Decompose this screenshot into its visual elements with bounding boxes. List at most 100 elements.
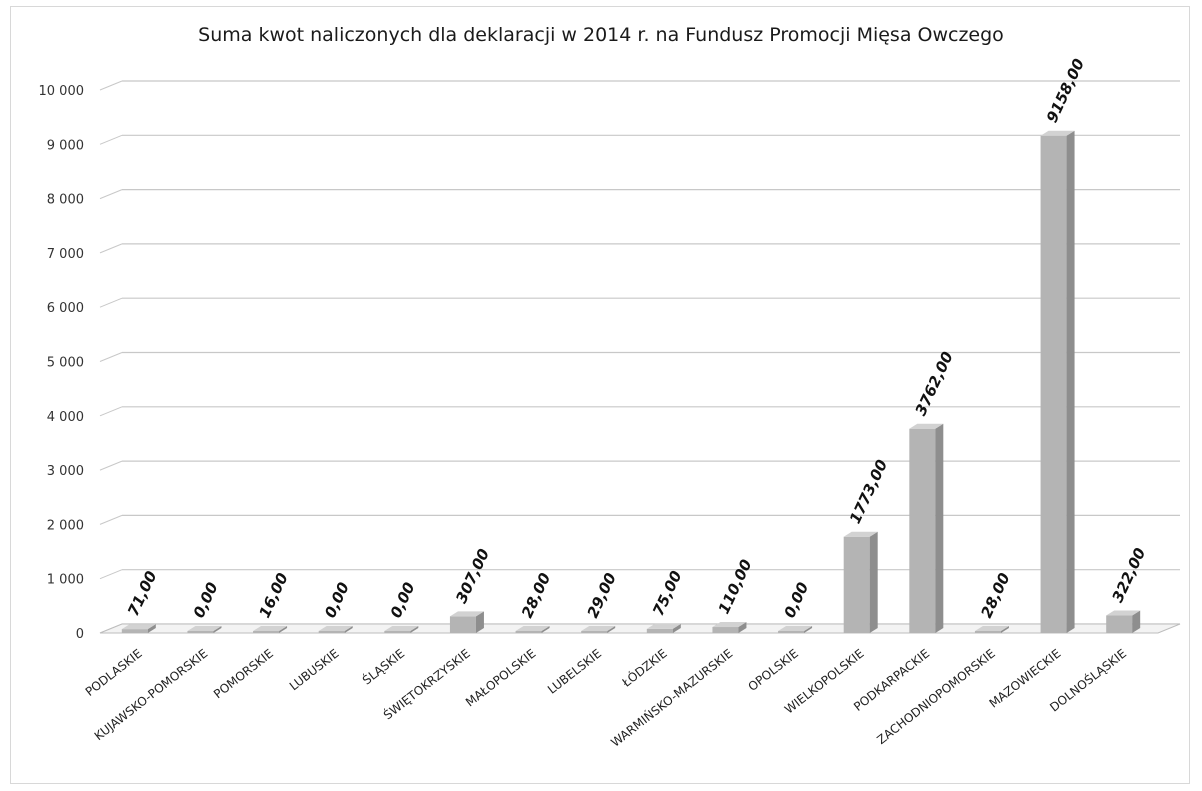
bar-top [1040,130,1075,136]
data-label: 307,00 [452,546,493,606]
grid-line-diag [99,80,123,91]
grid-line-diag [99,569,123,580]
bar-side [738,622,747,633]
bar-front [187,631,214,633]
y-tick-label: 3 000 [47,464,84,479]
bar-side [1000,626,1009,633]
bar-dolnoslaskie [1106,610,1141,633]
data-label: 110,00 [715,557,756,617]
x-tick-label: WARMIŃSKO-MAZURSKIE [608,646,735,750]
x-tick-label: ZACHODNIOPOMORSKIE [874,646,997,747]
bar-side [804,626,813,633]
bar-top [646,623,681,629]
bar-top [581,626,616,631]
chart-title: Suma kwot naliczonych dla deklaracji w 2… [198,24,1004,46]
bar-side [279,626,288,633]
bar-side [344,626,353,633]
bar-top [712,622,747,628]
bar-side [672,623,681,633]
bar-side [935,423,944,633]
bar-top [974,626,1009,631]
bar-top [318,626,353,631]
bar-lubuskie [318,626,353,633]
grid-line-diag [99,297,123,308]
bar-malopolskie [515,626,550,633]
bar-top [515,626,550,631]
y-tick-label: 4 000 [47,410,84,425]
bar-front [318,631,345,633]
x-tick-label: PODLASKIE [83,646,145,699]
grid-line-diag [99,406,123,417]
bar-front [449,616,476,633]
x-tick-label: POMORSKIE [211,646,276,701]
bar-front [1040,135,1067,634]
y-tick-label: 1 000 [47,573,84,588]
x-tick-label: LUBELSKIE [545,646,604,696]
bars [121,130,1141,634]
bar-front [712,627,739,633]
bar-side [541,626,550,633]
bar-front [646,628,673,633]
grid-line-diag [99,460,123,471]
bar-side [475,611,484,633]
bar-lodzkie [646,623,681,633]
x-tick-label: KUJAWSKO-POMORSKIE [92,646,211,743]
grid-line-diag [99,189,123,200]
bar-slaskie [384,626,419,633]
bar-front [909,428,936,633]
bar-kujawsko-pomorskie [187,626,222,633]
bar-side [607,626,616,633]
data-label: 28,00 [518,570,554,621]
bar-pomorskie [253,626,288,633]
y-axis-ticks: 0 1 000 2 000 3 000 4 000 5 000 6 000 7 000 8 00… [39,84,85,642]
chart-frame [10,6,1190,784]
data-label: 0,00 [780,580,812,621]
bar-front [581,631,608,633]
bar-front [778,631,805,633]
bar-front [515,631,542,633]
data-label: 9158,00 [1043,56,1088,126]
x-tick-label: LUBUSKIE [287,646,342,693]
x-tick-label: ŚLĄSKIE [359,646,407,688]
bar-mazowieckie [1040,130,1075,634]
grid-line-diag [99,352,123,362]
bar-top [843,531,878,537]
bar-side [410,626,419,633]
x-tick-label: ŁÓDZKIE [618,646,670,691]
grid-line-diag [99,243,123,254]
bar-lubelskie [581,626,616,633]
bar-side [869,531,878,633]
bar-top [253,626,288,631]
bar-front [1106,615,1133,633]
y-tick-label: 5 000 [47,356,84,371]
x-tick-label: MAŁOPOLSKIE [463,646,538,709]
bar-top [778,626,813,631]
bar-top [449,611,484,617]
y-tick-label: 7 000 [47,247,84,262]
bar-side [1132,610,1141,633]
y-tick-label: 0 [76,627,84,642]
bar-swietokrzyskie [449,611,484,633]
y-tick-label: 6 000 [47,301,84,316]
data-label: 28,00 [977,570,1013,621]
x-tick-label: OPOLSKIE [745,646,800,694]
grid-line-diag [99,134,123,145]
data-label: 71,00 [124,568,160,619]
data-label: 0,00 [321,580,353,621]
y-tick-label: 9 000 [47,138,84,153]
bar-side [147,624,156,633]
bar-front [253,631,280,633]
bar-warminsko-mazurskie [712,622,747,633]
bar-top [187,626,222,631]
bar-front [121,629,148,633]
bar-podkarpackie [909,423,944,633]
bar-top [121,624,156,630]
bar-front [384,631,411,633]
grid-line-diag [99,514,123,525]
bar-front [974,631,1001,633]
bar-top [384,626,419,631]
data-label: 0,00 [387,580,419,621]
bar-top [909,423,944,429]
